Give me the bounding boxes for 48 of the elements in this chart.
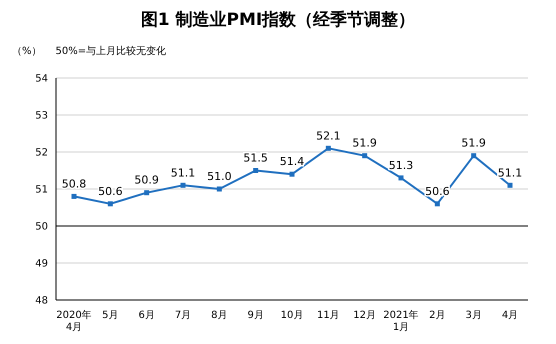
x-tick-label: 7月 xyxy=(174,310,192,321)
point xyxy=(144,190,150,196)
y-tick-label: 52 xyxy=(35,148,48,159)
y-tick-label: 51 xyxy=(35,184,48,196)
data-label: 51.9 xyxy=(461,136,486,150)
point xyxy=(471,153,476,158)
x-tick-label: 5月 xyxy=(102,310,119,321)
data-label: 51.0 xyxy=(207,170,232,183)
data-label: 52.1 xyxy=(316,129,341,142)
x-tick-label: 8月 xyxy=(211,310,228,321)
data-label: 51.5 xyxy=(243,152,268,164)
y-tick-label: 49 xyxy=(35,258,48,270)
point xyxy=(362,153,368,158)
y-tick-label: 53 xyxy=(35,110,48,122)
x-tick-label: 9月 xyxy=(247,310,264,321)
x-tick-label: 11月 xyxy=(316,310,340,321)
y-tick-label: 54 xyxy=(35,74,48,85)
data-label: 50.8 xyxy=(62,177,86,190)
y-tick-label: 50 xyxy=(35,222,48,233)
x-tick-label: 2020年 4月 xyxy=(56,309,92,333)
point xyxy=(216,186,222,192)
point xyxy=(290,172,294,177)
point xyxy=(434,201,440,206)
point xyxy=(398,175,404,180)
x-tick-label: 10月 xyxy=(280,310,304,321)
data-label: 50.9 xyxy=(134,174,159,187)
data-label: 50.6 xyxy=(98,184,123,198)
chart-title: 图1 制造业PMI指数（经季节调整） xyxy=(140,9,416,32)
y-tick-label: 48 xyxy=(35,296,48,307)
y-axis-title: （%） xyxy=(12,46,42,57)
data-label: 51.9 xyxy=(352,136,377,150)
x-tick-label: 12月 xyxy=(353,310,376,321)
point xyxy=(508,182,512,188)
point xyxy=(72,194,76,199)
point xyxy=(180,182,186,188)
point xyxy=(326,146,331,151)
data-label: 51.1 xyxy=(498,166,522,180)
data-label: 51.3 xyxy=(388,158,414,172)
data-label: 51.1 xyxy=(170,166,196,180)
data-label: 51.4 xyxy=(280,155,304,168)
point xyxy=(108,201,113,206)
x-tick-label: 6月 xyxy=(138,310,155,321)
point xyxy=(253,168,258,173)
x-tick-label: 4月 xyxy=(502,310,518,321)
x-tick-label: 3月 xyxy=(465,310,482,321)
x-tick-label: 2月 xyxy=(429,310,446,321)
x-tick-label: 2021年 1月 xyxy=(383,309,419,333)
text: 50%=与上月比较无变化 xyxy=(56,46,166,57)
